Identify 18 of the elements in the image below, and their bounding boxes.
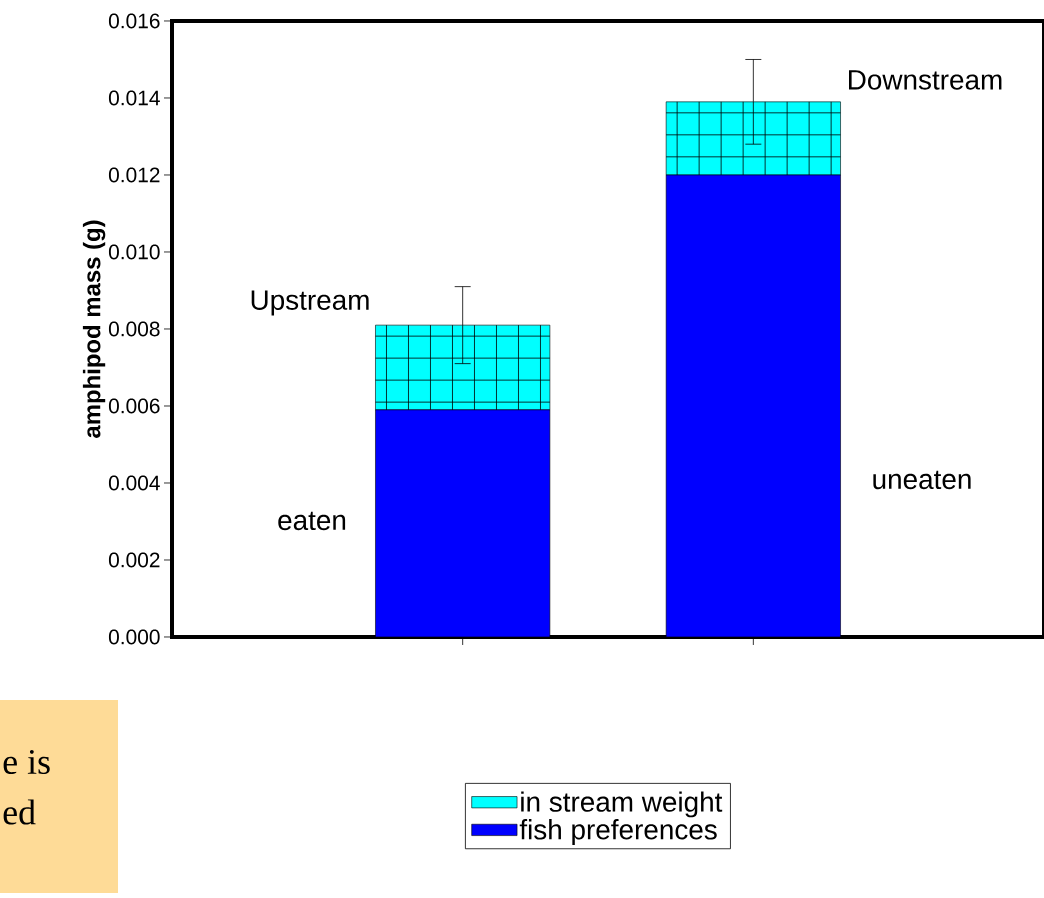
legend-label: fish preferences bbox=[519, 819, 717, 846]
annotation: uneaten bbox=[873, 470, 971, 490]
y-axis-title: amphipod mass (g) bbox=[82, 220, 106, 438]
y-tick-label: 0.014 bbox=[108, 90, 160, 106]
y-tick-label: 0.000 bbox=[108, 629, 160, 645]
annotation: Upstream bbox=[251, 290, 369, 316]
text: ed bbox=[3, 799, 36, 825]
y-tick-label: 0.010 bbox=[108, 244, 160, 260]
y-tick-label: 0.006 bbox=[108, 398, 160, 414]
y-tick-label: 0.004 bbox=[108, 475, 160, 491]
legend-label: in stream weight bbox=[521, 791, 723, 818]
annotation: eaten bbox=[278, 511, 346, 531]
annotation: Downstream bbox=[849, 70, 1002, 90]
y-tick-label: 0.008 bbox=[108, 321, 160, 337]
y-tick-label: 0.012 bbox=[108, 167, 160, 183]
y-tick-label: 0.002 bbox=[108, 552, 160, 568]
y-tick-label: 0.016 bbox=[108, 13, 160, 29]
text: e is bbox=[3, 749, 50, 775]
